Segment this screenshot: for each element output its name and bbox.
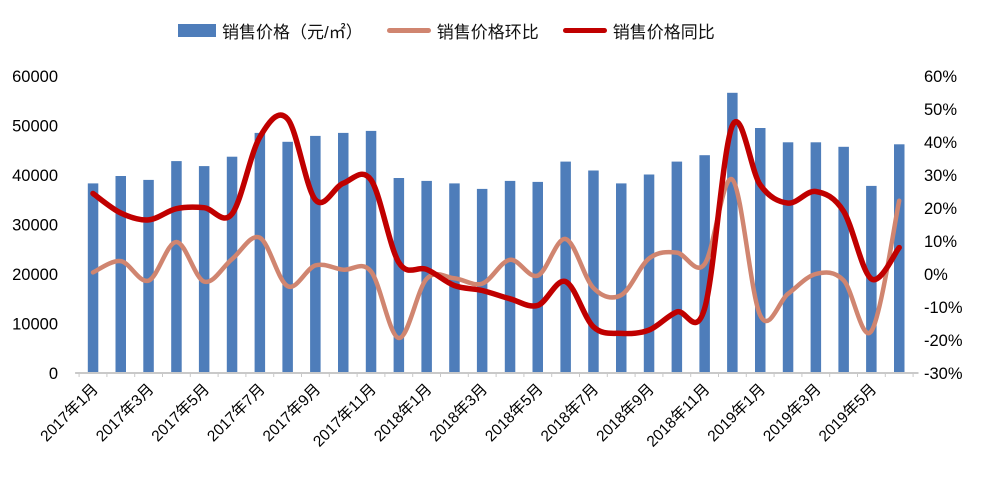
right-axis-tick-label: 50%	[924, 101, 957, 119]
x-axis-tick-label: 2019年1月	[704, 380, 769, 445]
bar-2018年9月	[643, 174, 655, 373]
bar-2019年2月	[782, 142, 794, 373]
legend-label-yoy: 销售价格同比	[612, 23, 715, 42]
yoy-line	[90, 112, 902, 337]
x-axis-tick-label: 2019年3月	[759, 380, 824, 445]
bar-2017年10月	[338, 132, 349, 373]
bar-2017年5月	[198, 166, 210, 373]
x-axis-tick-label: 2018年7月	[537, 380, 602, 445]
bar-2018年4月	[504, 180, 516, 373]
bar-2017年1月	[87, 183, 99, 373]
legend-item-price: 销售价格（元/㎡）	[178, 18, 363, 43]
bar-2017年7月	[254, 132, 266, 373]
left-axis-tick-label: 20000	[12, 266, 58, 284]
bar-2017年8月	[282, 141, 293, 373]
bar-2017年11月	[365, 130, 377, 373]
bar-2017年9月	[310, 135, 321, 373]
right-axis-tick-label: 20%	[924, 200, 957, 218]
yoy-line-swatch-icon	[562, 28, 607, 33]
legend: 销售价格（元/㎡） 销售价格环比 销售价格同比	[178, 18, 715, 43]
bar-2019年4月	[838, 146, 849, 373]
right-axis-tick-label: -10%	[924, 299, 963, 317]
legend-label-mom: 销售价格环比	[436, 23, 539, 42]
x-axis-tick-label: 2017年7月	[203, 380, 268, 445]
bar-2017年3月	[143, 179, 154, 373]
bar-2019年6月	[894, 144, 905, 373]
left-axis-tick-label: 50000	[12, 118, 58, 136]
right-axis-tick-label: 30%	[924, 167, 957, 185]
right-axis-tick-label: 60%	[924, 68, 957, 86]
legend-label-price: 销售价格（元/㎡）	[222, 23, 363, 42]
x-axis-tick-label: 2018年3月	[426, 380, 491, 445]
left-axis-tick-label: 60000	[12, 68, 58, 86]
legend-item-mom: 销售价格环比	[386, 18, 539, 43]
bar-2018年6月	[560, 161, 571, 373]
right-axis-tick-label: 10%	[924, 233, 957, 251]
bar-2018年7月	[588, 170, 599, 373]
x-axis-tick-label: 2018年5月	[481, 380, 546, 445]
right-axis-tick-label: -30%	[924, 365, 963, 383]
left-axis-tick-label: 40000	[12, 167, 58, 185]
x-axis-tick-label: 2019年5月	[815, 380, 880, 445]
right-axis-tick-label: 0%	[924, 266, 948, 284]
bar-2017年6月	[226, 156, 238, 373]
left-axis-tick-label: 30000	[12, 217, 58, 235]
mom-line-swatch-icon	[386, 28, 431, 33]
x-axis-tick-label: 2017年1月	[37, 380, 102, 445]
left-axis-tick-label: 10000	[12, 316, 58, 334]
x-axis-tick-label: 2017年3月	[92, 380, 157, 445]
legend-item-yoy: 销售价格同比	[562, 18, 715, 43]
mom-line	[90, 177, 902, 341]
right-axis-tick-label: -20%	[924, 332, 963, 350]
x-axis-tick-label: 2018年1月	[370, 380, 435, 445]
bar-2018年3月	[476, 188, 488, 373]
bar-2018年8月	[616, 183, 627, 373]
x-axis-tick-label: 2017年5月	[148, 380, 213, 445]
bar-2019年1月	[755, 128, 766, 373]
bar-2017年4月	[171, 161, 182, 373]
bar-2017年2月	[115, 176, 126, 373]
bar-2018年12月	[727, 92, 738, 374]
right-axis-tick-label: 40%	[924, 134, 957, 152]
bar-swatch-icon	[178, 24, 216, 37]
bar-2019年3月	[810, 142, 822, 373]
bar-2018年10月	[671, 161, 683, 373]
bar-2017年12月	[393, 178, 405, 373]
left-axis-tick-label: 0	[49, 365, 58, 383]
